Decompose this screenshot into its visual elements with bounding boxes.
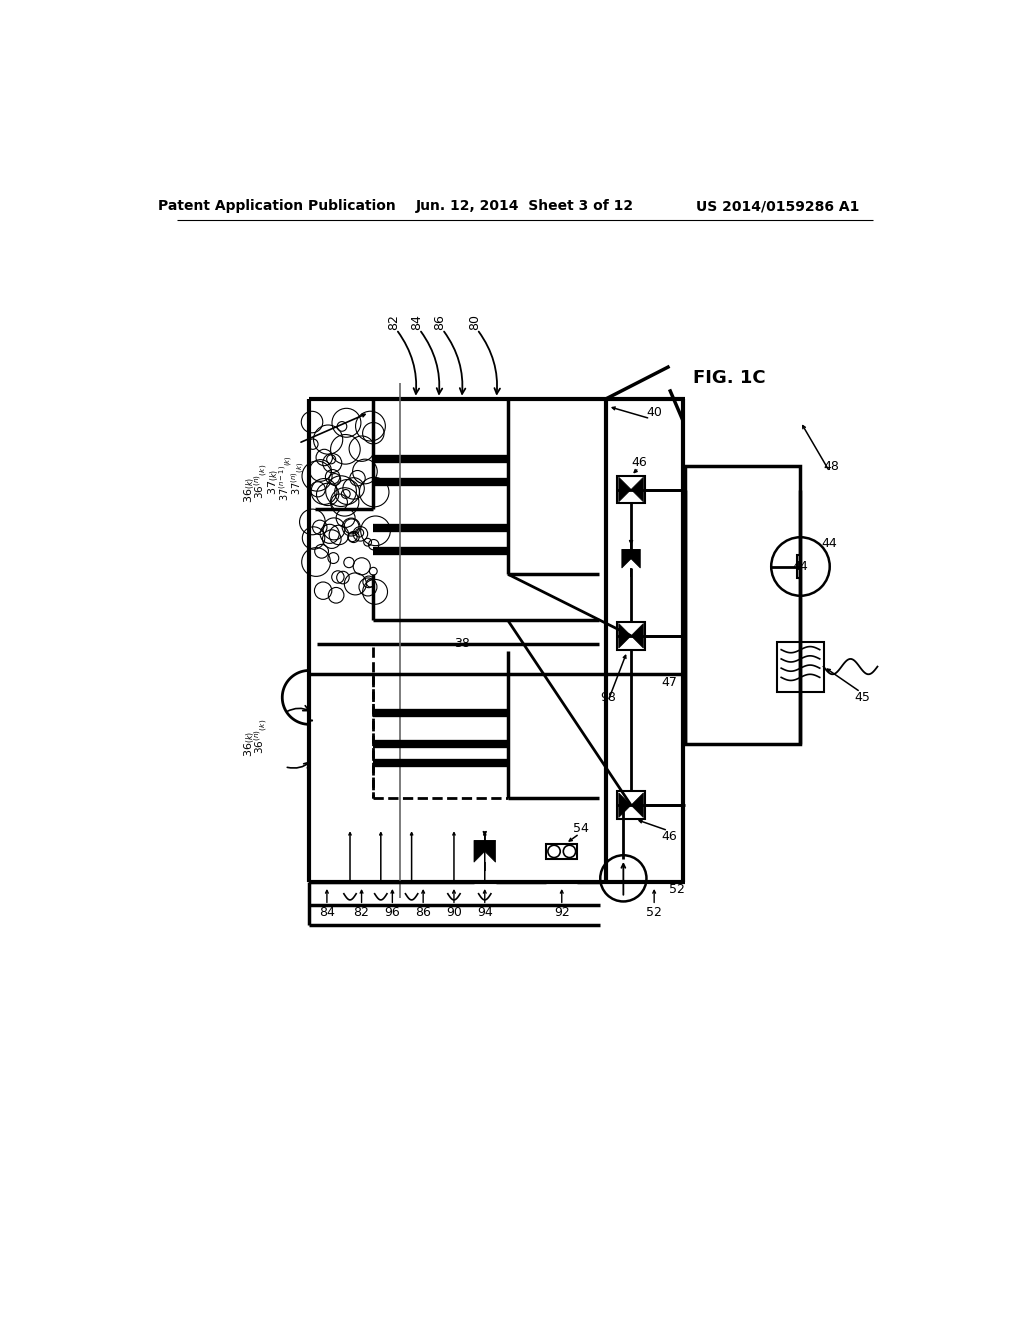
Polygon shape (631, 623, 643, 648)
Text: 52: 52 (646, 907, 663, 920)
Text: 84: 84 (318, 907, 335, 920)
Text: 82: 82 (353, 907, 370, 920)
Text: Jun. 12, 2014  Sheet 3 of 12: Jun. 12, 2014 Sheet 3 of 12 (416, 199, 634, 213)
Text: 80: 80 (468, 314, 481, 330)
Bar (547, 843, 578, 859)
Text: $36^{(n)}{}_{(k)}$: $36^{(n)}{}_{(k)}$ (253, 465, 270, 499)
Text: 92: 92 (554, 907, 569, 920)
Polygon shape (622, 549, 640, 568)
Text: 38: 38 (454, 638, 470, 649)
Bar (617, 475, 645, 503)
Polygon shape (474, 841, 496, 862)
Polygon shape (631, 793, 643, 817)
Text: 47: 47 (662, 676, 678, 689)
Text: $37^{(n-1)}{}_{(k)}$: $37^{(n-1)}{}_{(k)}$ (278, 455, 295, 500)
Bar (617, 792, 645, 818)
Text: 52: 52 (670, 883, 685, 896)
Text: $36_{(k)}$: $36_{(k)}$ (243, 730, 257, 756)
Text: 40: 40 (646, 407, 663, 418)
Polygon shape (631, 478, 643, 502)
Polygon shape (618, 478, 631, 502)
Text: $37_{(k)}$: $37_{(k)}$ (266, 469, 281, 495)
Text: US 2014/0159286 A1: US 2014/0159286 A1 (695, 199, 859, 213)
Text: 90: 90 (446, 907, 462, 920)
Text: $37^{(n)}{}_{(k)}$: $37^{(n)}{}_{(k)}$ (290, 462, 307, 495)
Text: 82: 82 (387, 314, 400, 330)
Text: 48: 48 (823, 459, 840, 473)
Polygon shape (618, 623, 631, 648)
Text: 94: 94 (477, 907, 493, 920)
Text: 44: 44 (793, 560, 808, 573)
Text: Patent Application Publication: Patent Application Publication (158, 199, 395, 213)
Text: FIG. 1C: FIG. 1C (692, 368, 765, 387)
Bar (777, 642, 823, 692)
Polygon shape (474, 841, 496, 862)
Text: $36^{(n)}{}_{(k)}$: $36^{(n)}{}_{(k)}$ (253, 718, 270, 754)
Bar (797, 554, 801, 578)
Polygon shape (622, 549, 640, 568)
Bar (685, 466, 801, 743)
Text: 84: 84 (411, 314, 424, 330)
Text: 44: 44 (821, 537, 837, 550)
Text: 86: 86 (433, 314, 446, 330)
Text: 98: 98 (600, 690, 616, 704)
Polygon shape (618, 793, 631, 817)
Bar (617, 622, 645, 649)
Text: 86: 86 (415, 907, 431, 920)
Text: 46: 46 (662, 829, 678, 842)
Text: 54: 54 (573, 822, 589, 834)
Text: $36_{(k)}$: $36_{(k)}$ (243, 477, 257, 503)
Text: 45: 45 (854, 690, 870, 704)
Text: 96: 96 (384, 907, 400, 920)
Text: 46: 46 (631, 455, 646, 469)
